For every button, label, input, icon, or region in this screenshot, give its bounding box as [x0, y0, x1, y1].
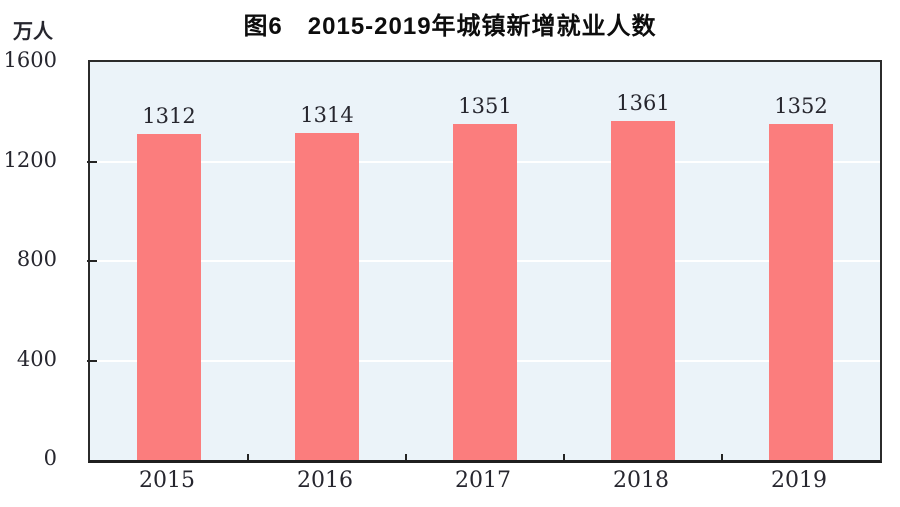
y-axis-unit-label: 万人: [13, 19, 53, 43]
bar-value-label: 1351: [458, 94, 512, 118]
bar-value-label: 1352: [774, 94, 828, 118]
y-axis-tick: [87, 160, 97, 163]
bar-value-label: 1312: [142, 104, 196, 128]
y-axis-tick: [87, 260, 97, 262]
y-axis-tick-label: 1200: [3, 147, 57, 172]
x-axis-tick: [405, 454, 407, 460]
x-axis-category-label: 2016: [297, 468, 353, 493]
bar: [611, 121, 675, 460]
y-axis-tick: [87, 359, 97, 362]
x-axis-tick: [247, 454, 249, 460]
y-axis-tick-label: 1600: [3, 48, 57, 72]
y-axis-tick-label: 0: [43, 446, 57, 470]
bar-value-label: 1314: [300, 103, 354, 127]
y-axis-tick-label: 800: [16, 247, 57, 271]
bar: [453, 124, 517, 460]
x-axis-category-label: 2018: [613, 468, 669, 493]
bar: [769, 124, 833, 460]
plot-area: 1312 1314 1351 1361 1352: [87, 60, 882, 463]
x-axis-tick: [563, 454, 565, 460]
bar: [295, 133, 359, 460]
chart-title: 图6 2015-2019年城镇新增就业人数: [243, 13, 657, 40]
bar: [137, 134, 201, 460]
x-axis-tick: [721, 454, 723, 460]
y-axis-tick-label: 400: [16, 346, 57, 371]
x-axis-category-label: 2019: [771, 468, 827, 493]
bar-value-label: 1361: [616, 91, 670, 115]
x-axis-category-label: 2017: [455, 468, 511, 493]
x-axis-category-label: 2015: [139, 468, 195, 493]
